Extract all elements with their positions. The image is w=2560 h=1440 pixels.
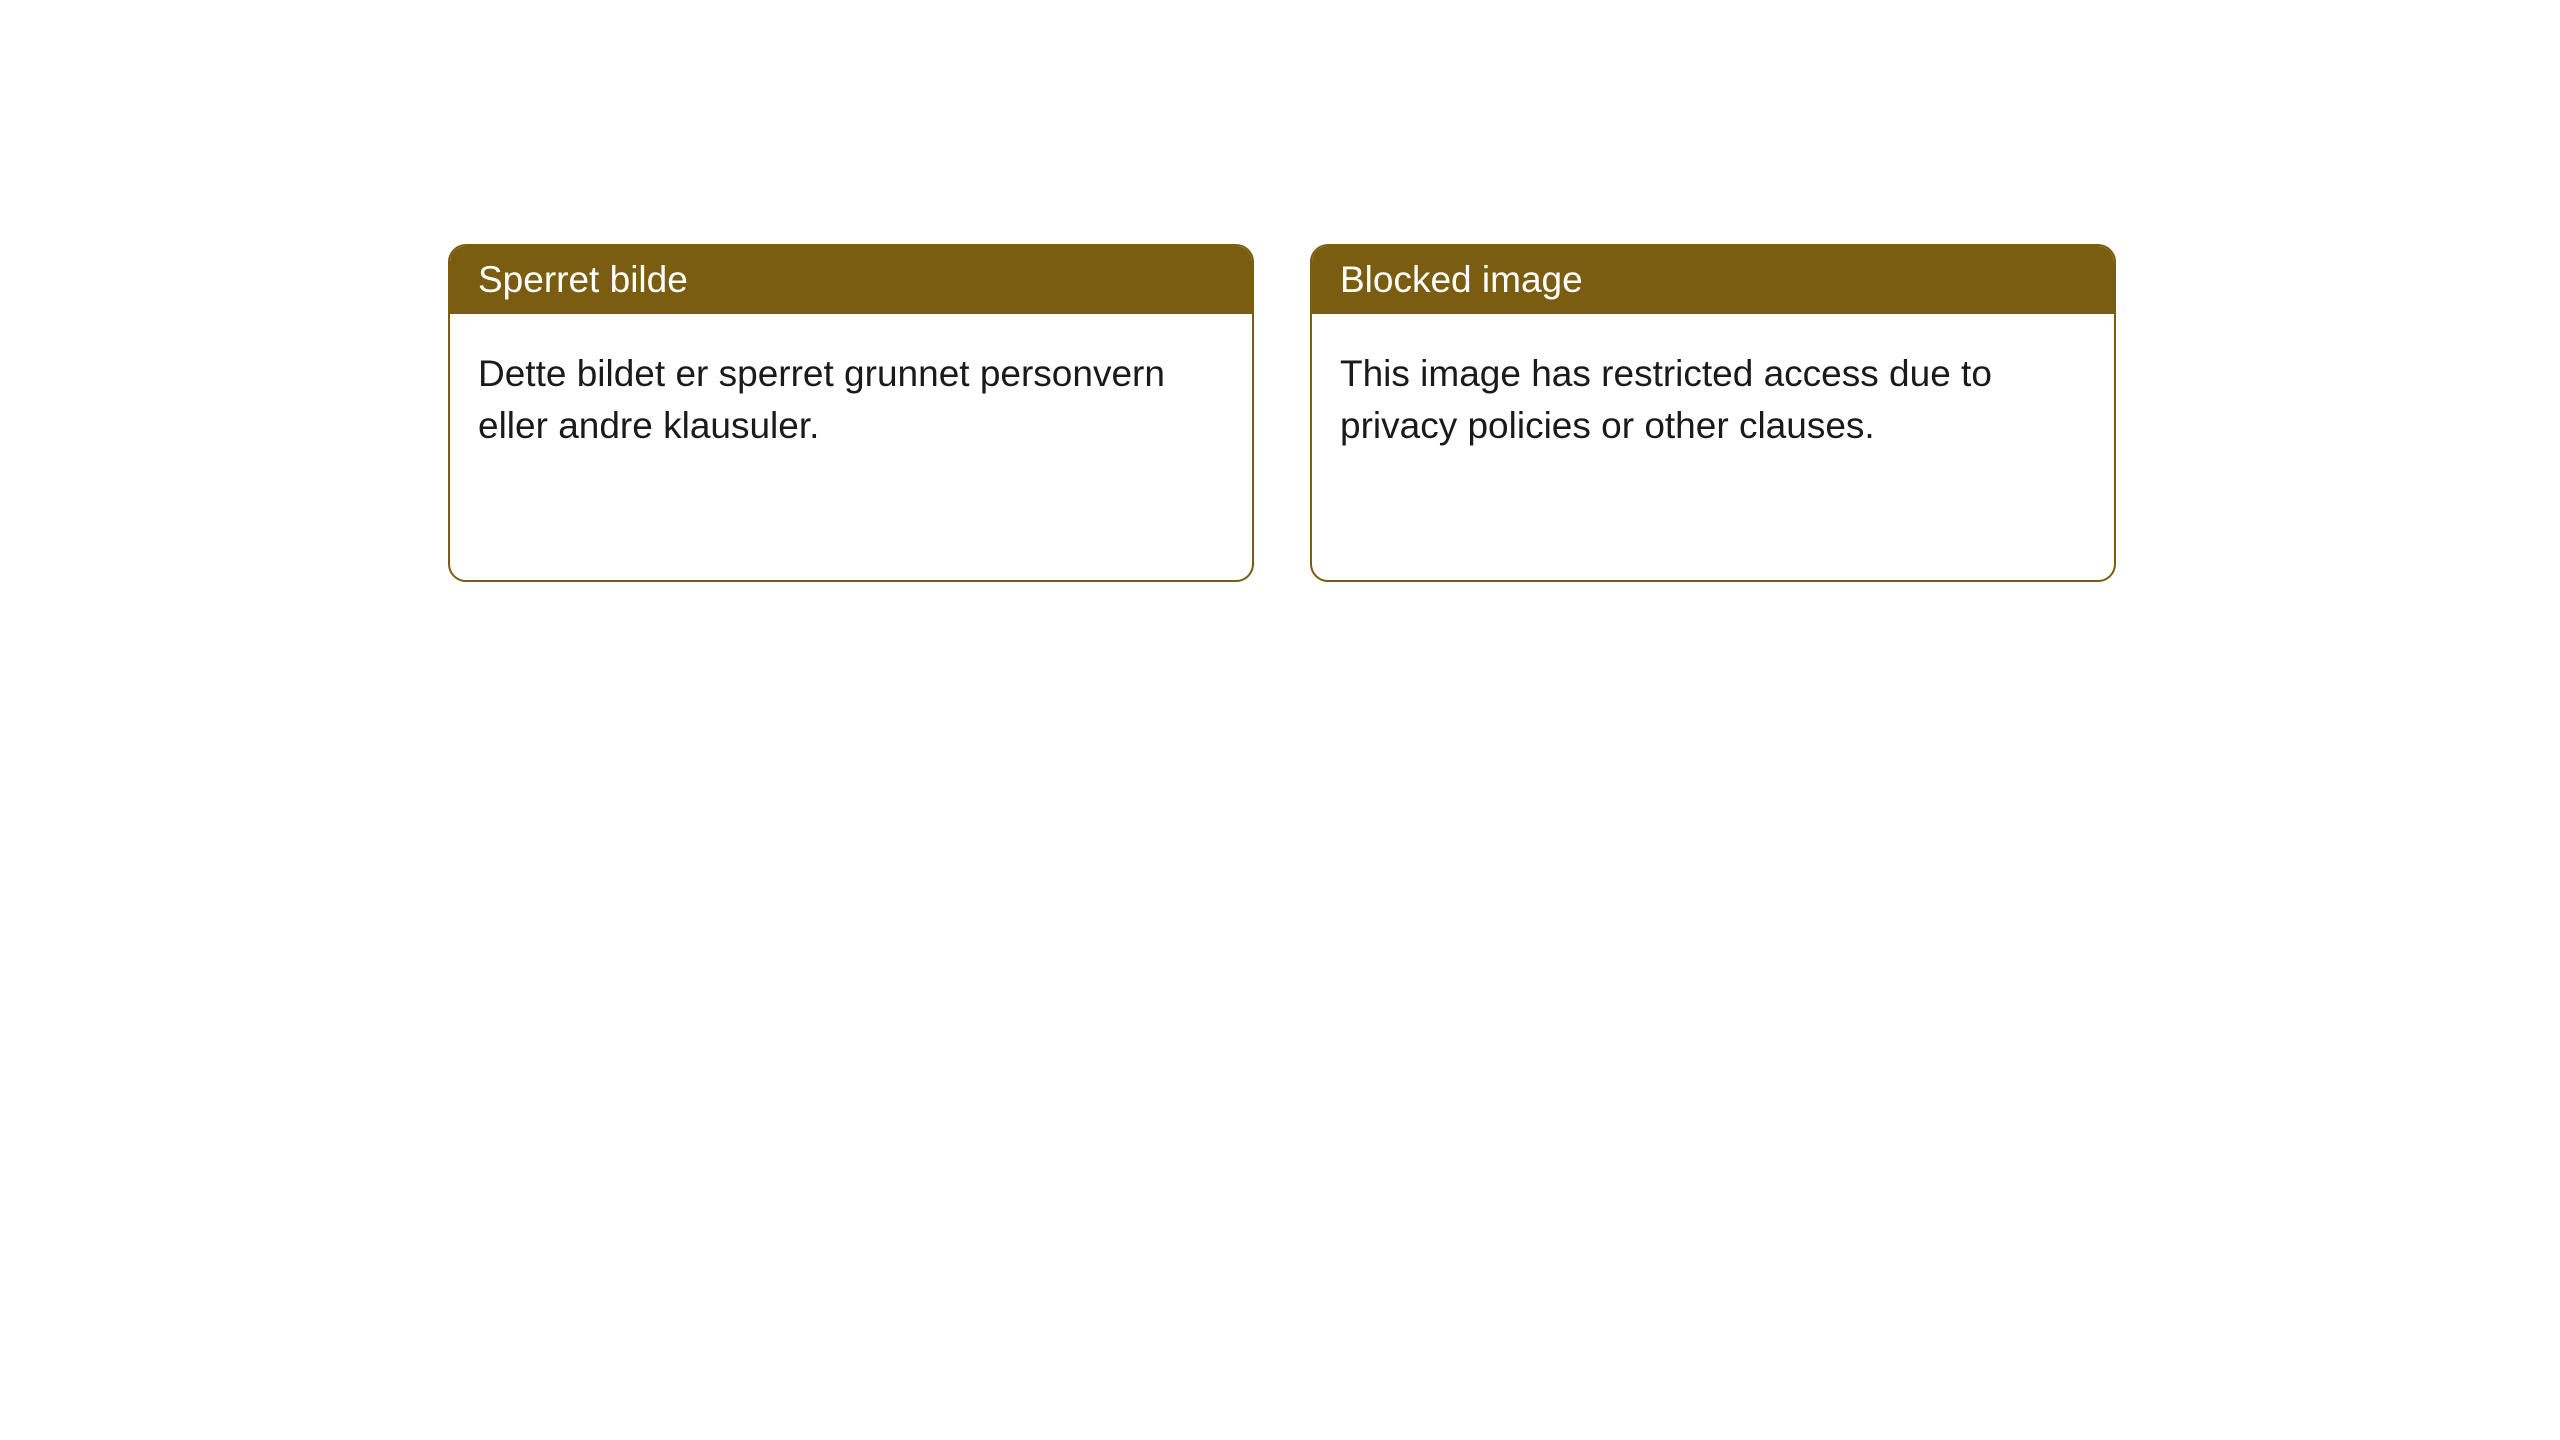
notice-title: Sperret bilde <box>478 259 688 300</box>
notice-message: This image has restricted access due to … <box>1340 353 1992 446</box>
notice-message: Dette bildet er sperret grunnet personve… <box>478 353 1165 446</box>
notice-header: Sperret bilde <box>450 246 1252 314</box>
notice-card-english: Blocked image This image has restricted … <box>1310 244 2116 582</box>
notice-title: Blocked image <box>1340 259 1583 300</box>
notice-header: Blocked image <box>1312 246 2114 314</box>
notice-body: Dette bildet er sperret grunnet personve… <box>450 314 1252 486</box>
notice-card-norwegian: Sperret bilde Dette bildet er sperret gr… <box>448 244 1254 582</box>
notice-container: Sperret bilde Dette bildet er sperret gr… <box>0 0 2560 582</box>
notice-body: This image has restricted access due to … <box>1312 314 2114 486</box>
